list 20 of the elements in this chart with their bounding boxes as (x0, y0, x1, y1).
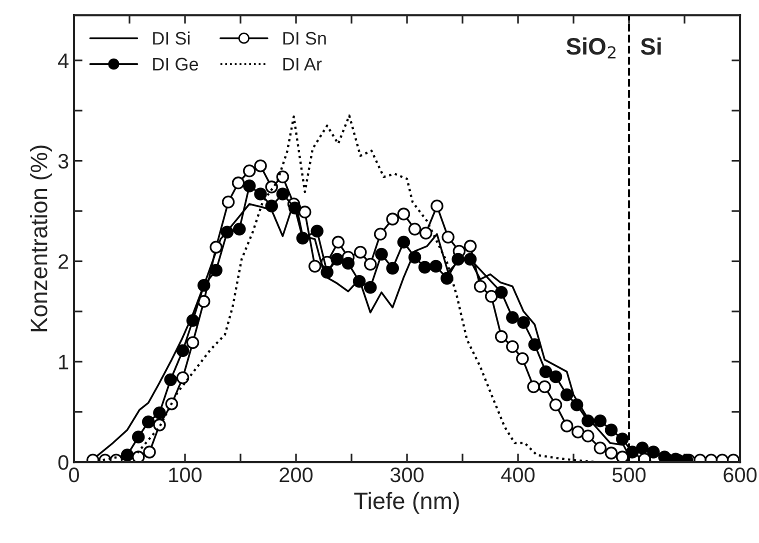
y-axis-title: Konzentration (%) (30, 146, 52, 332)
x-tick-label: 0 (69, 468, 79, 482)
y-tick-label: 3 (58, 154, 68, 169)
legend-label: DI Ar (283, 58, 322, 70)
x-tick-label: 400 (501, 468, 535, 482)
y-tick-label: 4 (58, 54, 69, 68)
annotation: SiO$_{2}$ (566, 37, 616, 58)
legend-label: DI Si (153, 31, 190, 45)
x-axis-title: Tiefe (nm) (354, 492, 459, 514)
legend-label: DI Ge (153, 58, 198, 71)
x-tick-label: 200 (280, 468, 313, 482)
x-tick-label: 100 (169, 468, 202, 482)
y-tick-label: 2 (58, 254, 68, 269)
x-tick-label: 500 (612, 468, 646, 482)
x-tick-label: 300 (390, 468, 424, 482)
legend-label: DI Sn (283, 32, 326, 45)
y-tick-label: 0 (58, 455, 68, 470)
annotation: Si (640, 38, 661, 55)
x-tick-label: 600 (724, 468, 757, 482)
y-tick-label: 1 (59, 354, 68, 370)
